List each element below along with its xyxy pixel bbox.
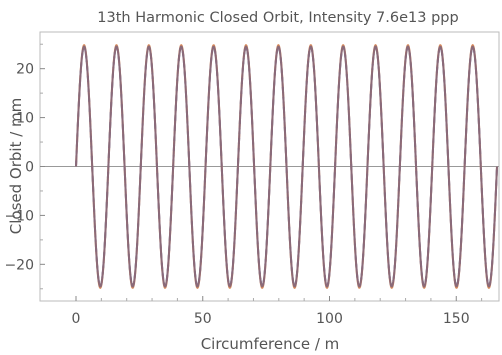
series-layer xyxy=(75,44,498,289)
y-tick-label: −10 xyxy=(4,208,34,224)
y-tick-label: 20 xyxy=(16,62,34,78)
y-tick-label: 10 xyxy=(16,111,34,127)
y-axis: −20 −10 0 10 20 xyxy=(4,43,45,290)
series-line-3 xyxy=(75,45,498,288)
y-tick-label: −20 xyxy=(4,257,34,273)
x-axis: 0 50 100 150 xyxy=(72,296,483,327)
x-tick-label: 150 xyxy=(443,311,470,327)
x-tick-label: 100 xyxy=(316,311,343,327)
x-tick-label: 50 xyxy=(194,311,212,327)
y-axis-label: Closed Orbit / mm xyxy=(7,98,25,235)
x-axis-label: Circumference / m xyxy=(201,335,340,353)
y-tick-label: 0 xyxy=(25,160,34,176)
chart-title: 13th Harmonic Closed Orbit, Intensity 7.… xyxy=(97,10,458,26)
x-tick-label: 0 xyxy=(72,311,81,327)
